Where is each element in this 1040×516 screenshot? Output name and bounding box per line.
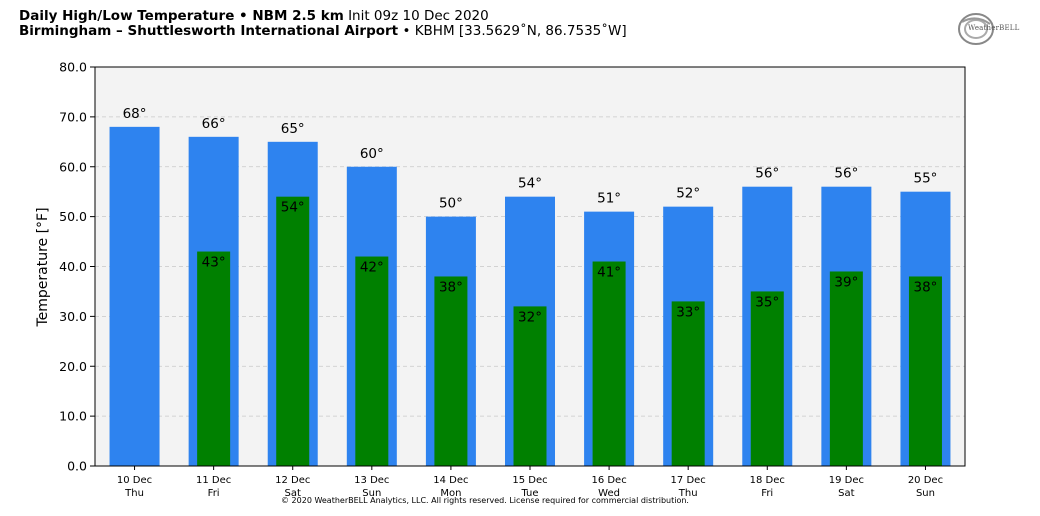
y-tick-label: 0.0 (67, 459, 87, 474)
x-tick-label-date: 19 Dec (829, 475, 864, 486)
y-tick-label: 20.0 (59, 359, 87, 374)
location-name: Birmingham – Shuttlesworth International… (19, 23, 399, 39)
y-tick-label: 80.0 (59, 60, 87, 75)
y-axis-label: Temperature [°F] (35, 207, 51, 327)
location-detail: • KBHM [33.5629˚N, 86.7535˚W] (402, 23, 627, 39)
copyright-footer: © 2020 WeatherBELL Analytics, LLC. All r… (281, 496, 689, 505)
high-temp-bar (109, 126, 160, 466)
low-temp-bar (592, 261, 626, 466)
bars (109, 126, 951, 467)
y-tick-label: 50.0 (59, 209, 87, 224)
low-temp-bar (671, 301, 705, 466)
high-temp-label: 50° (439, 196, 463, 212)
high-temp-label: 55° (913, 171, 937, 187)
low-temp-label: 35° (755, 294, 779, 310)
x-tick-label-date: 10 Dec (117, 475, 152, 486)
low-temp-bar (276, 196, 310, 467)
low-temp-bar (908, 276, 942, 466)
low-temp-label: 39° (834, 274, 858, 290)
low-temp-bar (513, 306, 547, 466)
x-tick-label-day: Fri (208, 488, 220, 499)
x-tick-label-day: Sun (362, 488, 381, 499)
chart-title: Daily High/Low Temperature • NBM 2.5 km … (19, 9, 627, 24)
location-line: Birmingham – Shuttlesworth International… (19, 24, 627, 39)
low-temp-bar (829, 271, 863, 466)
init-time: Init 09z 10 Dec 2020 (348, 8, 489, 24)
x-tick-label-date: 20 Dec (908, 475, 943, 486)
high-temp-label: 51° (597, 191, 621, 207)
low-temp-label: 32° (518, 309, 542, 325)
weatherbell-logo: WeatherBELL (956, 12, 1020, 46)
y-axis: 0.0 10.0 20.0 30.0 40.0 50.0 60.0 70.0 80.0 (59, 60, 95, 474)
low-temp-label: 41° (597, 265, 621, 281)
bar-labels: 68° 66° 43° 65° 54° 60° 42° 50° 38° 54° 32° 51° 41° 5… (123, 106, 938, 326)
x-tick-label-date: 17 Dec (671, 475, 706, 486)
high-temp-label: 60° (360, 146, 384, 162)
x-tick-label-day: Sat (285, 488, 301, 499)
x-tick-label-date: 13 Dec (354, 475, 389, 486)
low-temp-label: 42° (360, 260, 384, 276)
x-tick-label-day: Sun (916, 488, 935, 499)
chart-header: Daily High/Low Temperature • NBM 2.5 km … (19, 9, 627, 39)
y-tick-label: 30.0 (59, 309, 87, 324)
x-tick-label-date: 18 Dec (750, 475, 785, 486)
weatherbell-swirl-icon (958, 13, 994, 45)
low-temp-bar (355, 256, 389, 466)
x-tick-label-day: Mon (440, 488, 461, 499)
high-temp-label: 66° (202, 116, 226, 132)
y-tick-label: 10.0 (59, 409, 87, 424)
low-temp-label: 33° (676, 304, 700, 320)
logo-text: WeatherBELL (968, 24, 1020, 32)
x-tick-label-day: Thu (124, 488, 144, 499)
y-tick-label: 60.0 (59, 159, 87, 174)
x-axis: 10 Dec Thu 11 Dec Fri 12 Dec Sat 13 Dec Sun 14 D… (117, 466, 943, 499)
high-temp-label: 56° (755, 166, 779, 182)
high-temp-label: 54° (518, 176, 542, 192)
high-temp-label: 65° (281, 121, 305, 137)
low-temp-bar (434, 276, 468, 466)
x-tick-label-date: 11 Dec (196, 475, 231, 486)
x-tick-label-day: Wed (598, 488, 620, 499)
y-tick-label: 40.0 (59, 259, 87, 274)
high-temp-label: 52° (676, 186, 700, 202)
high-temp-label: 68° (123, 106, 147, 122)
low-temp-label: 54° (281, 200, 305, 216)
x-tick-label-day: Fri (761, 488, 773, 499)
x-tick-label-date: 14 Dec (433, 475, 468, 486)
title-main: Daily High/Low Temperature • NBM 2.5 km (19, 8, 344, 24)
x-tick-label-day: Thu (678, 488, 698, 499)
x-tick-label-date: 12 Dec (275, 475, 310, 486)
low-temp-bar (750, 291, 784, 466)
low-temp-label: 38° (913, 279, 937, 295)
high-temp-label: 56° (834, 166, 858, 182)
low-temp-label: 38° (439, 279, 463, 295)
x-tick-label-date: 15 Dec (512, 475, 547, 486)
low-temp-label: 43° (202, 255, 226, 271)
y-tick-label: 70.0 (59, 109, 87, 124)
low-temp-bar (197, 251, 231, 466)
x-tick-label-day: Sat (838, 488, 854, 499)
x-tick-label-day: Tue (520, 488, 538, 499)
x-tick-label-date: 16 Dec (591, 475, 626, 486)
